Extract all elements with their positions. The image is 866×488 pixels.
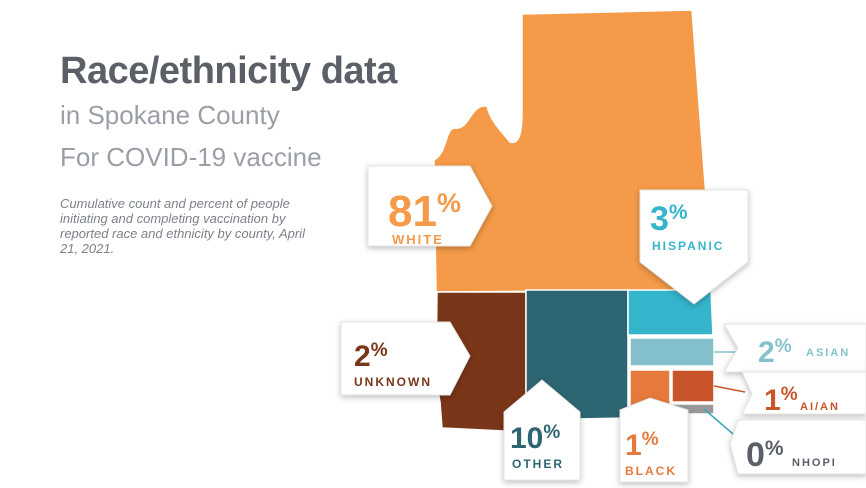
callout-box-hispanic [639, 189, 749, 305]
category-label-asian: ASIAN [806, 347, 850, 359]
category-label-white: WHITE [392, 232, 444, 247]
callout-box-nhopi [729, 419, 866, 475]
category-label-ai-an: AI/AN [800, 401, 840, 413]
callout-box-unknown [340, 321, 471, 396]
percent-label-black: 1% [625, 429, 659, 462]
category-label-black: BLACK [625, 464, 677, 478]
callout-asian: 2% ASIAN [723, 323, 866, 373]
category-label-nhopi: NHOPI [792, 457, 837, 469]
subtitle-vaccine: For COVID-19 vaccine [60, 142, 322, 172]
percent-label-white: 81% [388, 187, 461, 236]
callout-black: 1% BLACK [619, 397, 689, 483]
callout-box-other [503, 379, 581, 481]
percent-label-ai-an: 1% [764, 384, 798, 417]
leader-line-ai-an [713, 385, 746, 393]
category-label-hispanic: HISPANIC [652, 239, 724, 253]
subtitle-county: in Spokane County [60, 100, 280, 130]
callout-hispanic: 3%HISPANIC [639, 189, 749, 305]
region-ai-an [671, 369, 715, 403]
callout-box-white [367, 165, 493, 247]
callouts: 81%WHITE 3%HISPANIC 2% UNKNOWN 10% OTHER 2% ASI… [340, 165, 866, 483]
callout-unknown: 2% UNKNOWN [340, 321, 471, 396]
percent-label-unknown: 2% [354, 340, 388, 373]
callout-nhopi: 0% NHOPI [729, 419, 866, 475]
region-asian [629, 337, 715, 367]
page-title: Race/ethnicity data [60, 50, 397, 92]
callout-box-ai-an [741, 371, 866, 415]
callout-box-black [619, 397, 689, 483]
category-label-other: OTHER [512, 457, 564, 471]
percent-label-asian: 2% [758, 336, 792, 369]
callout-white: 81%WHITE [367, 165, 493, 247]
chart-note: Cumulative count and percent of people i… [60, 196, 305, 256]
callout-other: 10% OTHER [503, 379, 581, 481]
category-label-unknown: UNKNOWN [354, 375, 432, 389]
percent-label-other: 10% [510, 422, 560, 455]
callout-ai-an: 1%AI/AN [741, 371, 866, 417]
percent-label-nhopi: 0% [746, 436, 784, 474]
percent-label-hispanic: 3% [650, 200, 688, 238]
